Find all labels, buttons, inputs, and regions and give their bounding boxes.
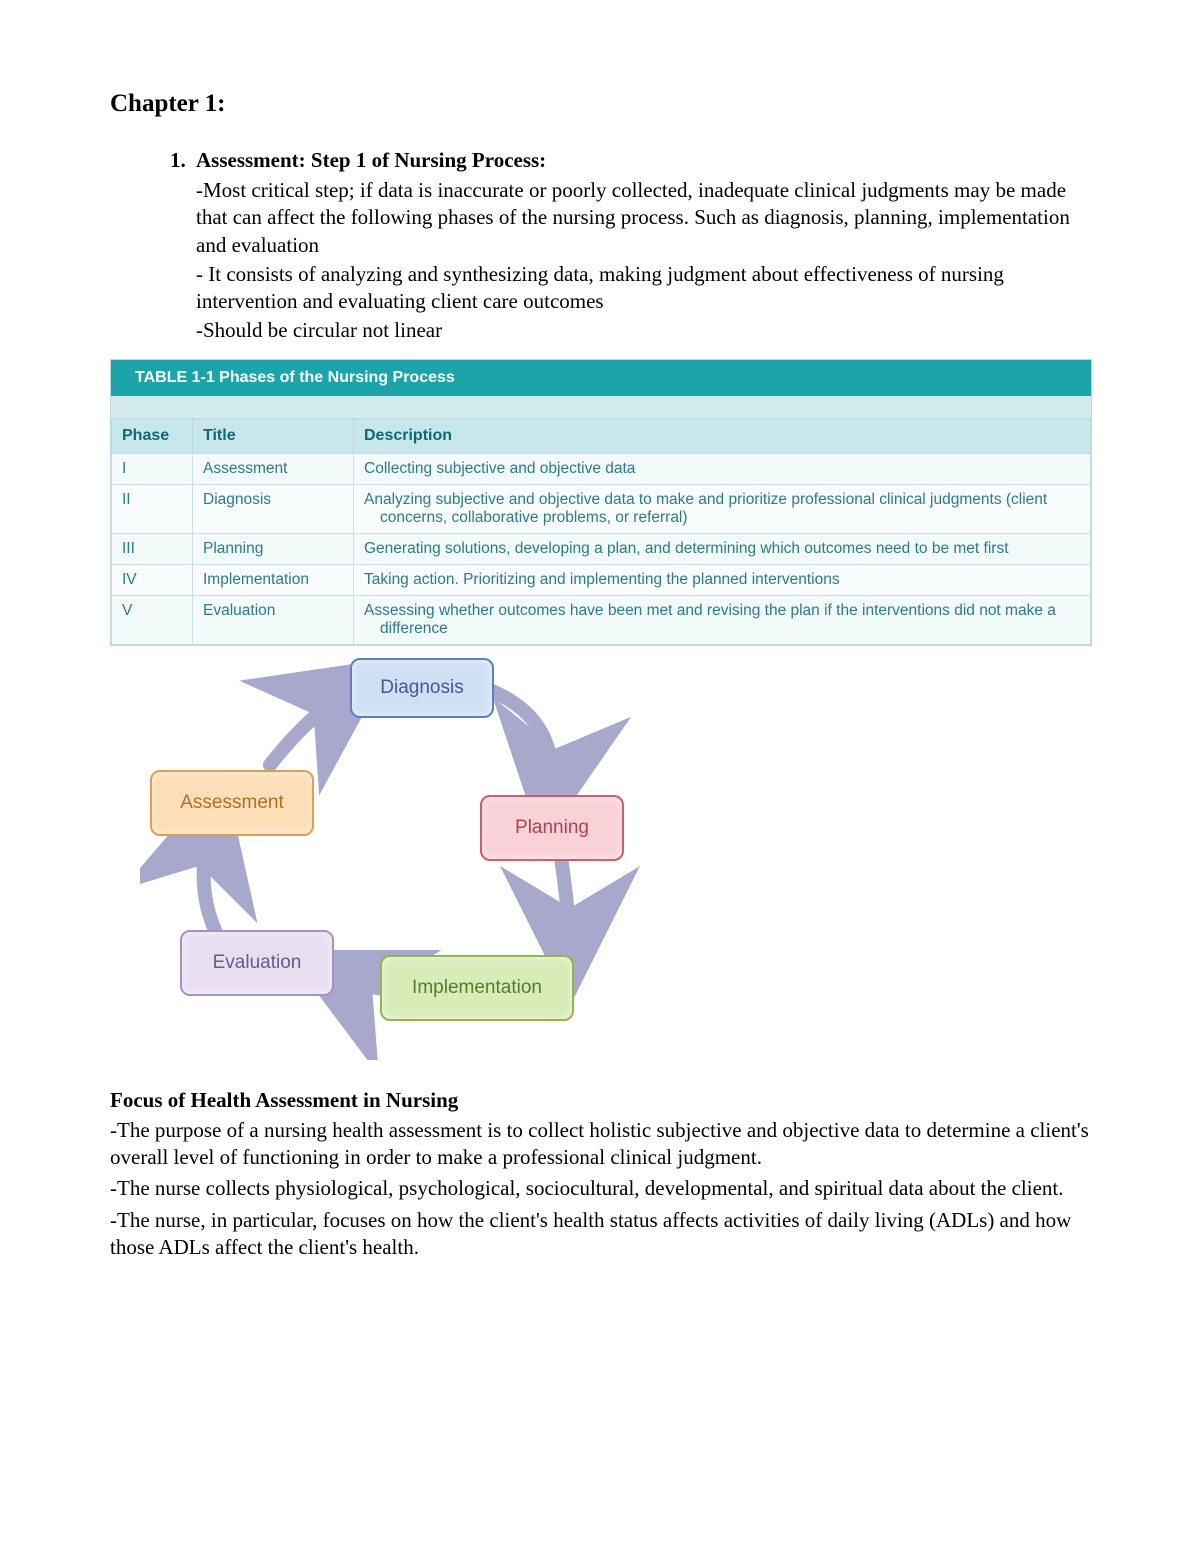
- cell-title: Evaluation: [193, 595, 354, 644]
- body-text: -The purpose of a nursing health assessm…: [110, 1117, 1090, 1172]
- cycle-arrow: [270, 690, 348, 765]
- cell-title: Assessment: [193, 453, 354, 484]
- phases-table: Phase Title Description IAssessmentColle…: [111, 418, 1091, 645]
- table-row: IIIPlanningGenerating solutions, develop…: [112, 533, 1091, 564]
- cell-phase: I: [112, 453, 193, 484]
- cell-phase: V: [112, 595, 193, 644]
- section-number: 1.: [170, 148, 196, 173]
- cycle-node-implementation: Implementation: [380, 955, 574, 1021]
- section-assessment: 1. Assessment: Step 1 of Nursing Process…: [110, 148, 1090, 1060]
- page: Chapter 1: 1. Assessment: Step 1 of Nurs…: [0, 0, 1200, 1553]
- cycle-node-evaluation: Evaluation: [180, 930, 334, 996]
- table-row: IIDiagnosisAnalyzing subjective and obje…: [112, 484, 1091, 533]
- table-row: IVImplementationTaking action. Prioritiz…: [112, 564, 1091, 595]
- body-text: -The nurse collects physiological, psych…: [110, 1175, 1090, 1202]
- cell-description: Collecting subjective and objective data: [354, 453, 1091, 484]
- nursing-cycle-diagram: Diagnosis Planning Implementation Evaluatio…: [140, 650, 680, 1060]
- cell-title: Implementation: [193, 564, 354, 595]
- cell-title: Planning: [193, 533, 354, 564]
- cell-phase: IV: [112, 564, 193, 595]
- cycle-arrow: [204, 825, 215, 930]
- body-text: - It consists of analyzing and synthesiz…: [170, 261, 1090, 316]
- table-header-row: Phase Title Description: [112, 418, 1091, 453]
- cell-phase: III: [112, 533, 193, 564]
- col-header-description: Description: [354, 418, 1091, 453]
- cycle-node-planning: Planning: [480, 795, 624, 861]
- focus-heading: Focus of Health Assessment in Nursing: [110, 1088, 1090, 1113]
- cell-phase: II: [112, 484, 193, 533]
- cell-description: Analyzing subjective and objective data …: [354, 484, 1091, 533]
- cycle-node-diagnosis: Diagnosis: [350, 658, 494, 718]
- table-row: VEvaluationAssessing whether outcomes ha…: [112, 595, 1091, 644]
- col-header-title: Title: [193, 418, 354, 453]
- body-text: -The nurse, in particular, focuses on ho…: [110, 1207, 1090, 1262]
- body-text: -Should be circular not linear: [170, 317, 1090, 344]
- cell-title: Diagnosis: [193, 484, 354, 533]
- table-row: IAssessmentCollecting subjective and obj…: [112, 453, 1091, 484]
- table-title: TABLE 1-1 Phases of the Nursing Process: [111, 360, 1091, 396]
- cycle-node-assessment: Assessment: [150, 770, 314, 836]
- chapter-title: Chapter 1:: [110, 90, 1090, 118]
- cycle-arrow: [560, 850, 570, 950]
- cell-description: Taking action. Prioritizing and implemen…: [354, 564, 1091, 595]
- body-text: -Most critical step; if data is inaccura…: [170, 177, 1090, 259]
- section-heading-text: Assessment: Step 1 of Nursing Process:: [196, 148, 546, 173]
- cell-description: Assessing whether outcomes have been met…: [354, 595, 1091, 644]
- section-heading: 1. Assessment: Step 1 of Nursing Process…: [170, 148, 1090, 173]
- cycle-arrow: [490, 690, 551, 790]
- col-header-phase: Phase: [112, 418, 193, 453]
- phases-table-container: TABLE 1-1 Phases of the Nursing Process …: [110, 359, 1092, 646]
- cell-description: Generating solutions, developing a plan,…: [354, 533, 1091, 564]
